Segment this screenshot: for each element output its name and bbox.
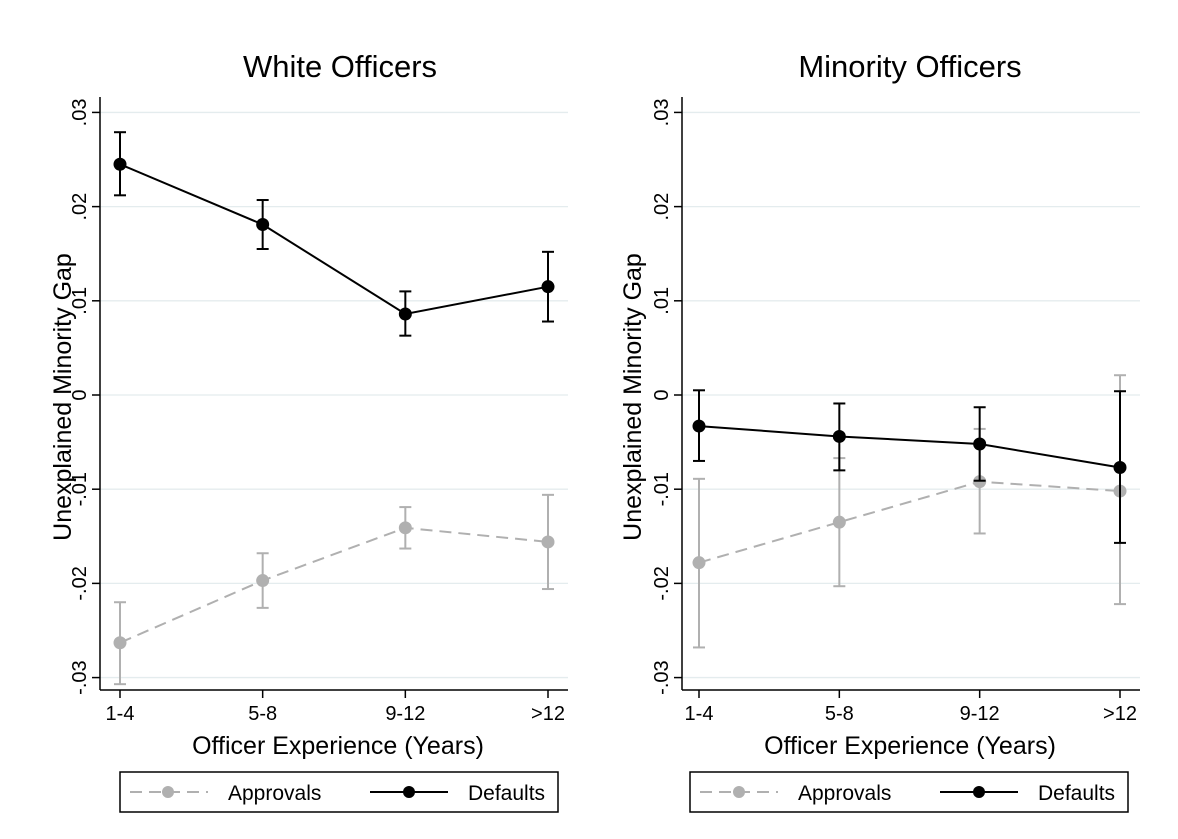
y-tick-label: -.03: [651, 660, 673, 694]
y-tick-label: -.03: [69, 660, 91, 694]
chart-title: White Officers: [243, 49, 437, 84]
x-tick-label: 1-4: [106, 703, 135, 725]
plot-area: .03 .02 .01 0 -.01 -.02 -.03 1-4 5-8 9-12 >12: [651, 97, 1140, 725]
y-tick-label: -.02: [651, 566, 673, 600]
legend-defaults-label: Defaults: [1038, 782, 1115, 805]
legend-approvals-marker: [733, 786, 745, 798]
series-line-defaults: [119, 163, 549, 316]
y-tick-label: -.01: [651, 472, 673, 506]
data-point: [973, 437, 987, 451]
data-point: [398, 307, 412, 321]
series-defaults: [692, 389, 1127, 544]
data-point: [832, 429, 846, 443]
legend-defaults-marker: [403, 786, 415, 798]
legend-approvals-label: Approvals: [798, 782, 891, 805]
series-line-approvals: [698, 480, 1121, 564]
legend-defaults-marker: [973, 786, 985, 798]
y-tick-label: .03: [651, 99, 673, 127]
data-point: [832, 515, 846, 529]
data-point: [113, 636, 127, 650]
series-approvals: [113, 493, 555, 686]
legend: Approvals Defaults: [119, 771, 559, 813]
series-approvals: [692, 374, 1127, 649]
legend-defaults-label: Defaults: [468, 782, 545, 805]
data-point: [113, 157, 127, 171]
x-tick-label: 9-12: [960, 703, 1000, 725]
y-tick-label: .02: [651, 193, 673, 221]
x-tick-label: 9-12: [385, 703, 425, 725]
legend-approvals-marker: [162, 786, 174, 798]
x-tick-label: 5-8: [248, 703, 277, 725]
panel-white-officers: White Officers Unexplained Minority Gap …: [49, 49, 568, 813]
x-tick-label: >12: [531, 703, 565, 725]
y-axis-label: Unexplained Minority Gap: [619, 253, 647, 541]
x-axis-label: Officer Experience (Years): [764, 732, 1056, 760]
data-point: [1113, 461, 1127, 475]
legend-approvals-label: Approvals: [228, 782, 321, 805]
data-point: [541, 535, 555, 549]
y-tick-label: .01: [69, 287, 91, 315]
y-tick-label: .01: [651, 287, 673, 315]
y-tick-label: .02: [69, 193, 91, 221]
data-point: [256, 218, 270, 232]
x-tick-label: 5-8: [825, 703, 854, 725]
x-tick-label: >12: [1103, 703, 1137, 725]
y-tick-label: -.01: [69, 472, 91, 506]
y-axis-label: Unexplained Minority Gap: [49, 253, 77, 541]
chart-title: Minority Officers: [798, 49, 1021, 84]
data-point: [541, 280, 555, 294]
series-line-approvals: [119, 526, 549, 644]
data-point: [692, 556, 706, 570]
data-point: [692, 419, 706, 433]
y-tick-label: 0: [651, 389, 673, 400]
y-tick-label: 0: [69, 389, 91, 400]
x-axis-label: Officer Experience (Years): [192, 732, 484, 760]
x-tick-label: 1-4: [685, 703, 714, 725]
panel-minority-officers: Minority Officers Unexplained Minority G…: [619, 49, 1140, 813]
plot-area: .03 .02 .01 0 -.01 -.02 -.03 1-4 5-8 9-12 >12: [69, 97, 568, 725]
y-tick-label: -.02: [69, 566, 91, 600]
series-defaults: [113, 131, 555, 337]
legend: Approvals Defaults: [689, 771, 1129, 813]
y-tick-label: .03: [69, 99, 91, 127]
data-point: [398, 521, 412, 535]
data-point: [256, 574, 270, 588]
series-line-defaults: [698, 425, 1121, 469]
